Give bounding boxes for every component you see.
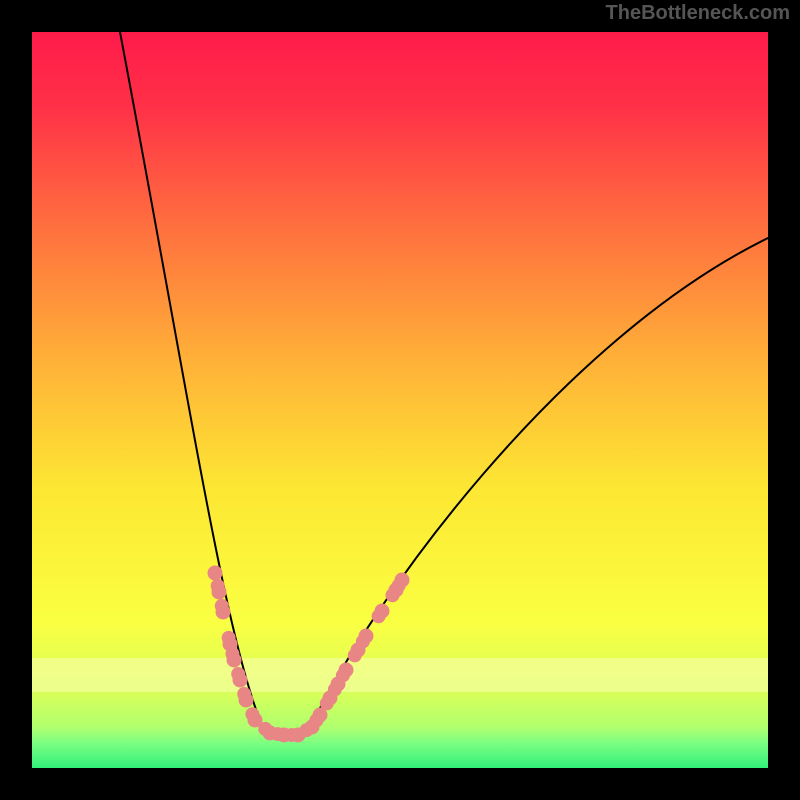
root-container: TheBottleneck.com	[0, 0, 800, 800]
curve-marker	[231, 667, 245, 681]
curve-marker	[285, 728, 299, 742]
curve-marker	[225, 647, 239, 661]
curve-marker	[300, 723, 314, 737]
pale-band	[32, 658, 768, 692]
curve-marker	[271, 727, 285, 741]
curve-marker	[392, 578, 406, 592]
curve-marker	[222, 631, 236, 645]
chart-svg	[0, 0, 800, 800]
curve-marker	[310, 713, 324, 727]
curve-marker	[237, 687, 251, 701]
curve-marker	[356, 634, 370, 648]
curve-marker	[245, 707, 259, 721]
plot-area	[32, 32, 768, 768]
curve-marker	[328, 682, 342, 696]
watermark-text: TheBottleneck.com	[606, 2, 790, 25]
gradient-background	[32, 32, 768, 768]
curve-marker	[211, 579, 225, 593]
curve-marker	[208, 566, 222, 580]
curve-marker	[348, 648, 362, 662]
curve-marker	[336, 668, 350, 682]
curve-marker	[258, 722, 272, 736]
curve-marker	[320, 696, 334, 710]
curve-marker	[215, 599, 229, 613]
curve-marker	[372, 609, 386, 623]
